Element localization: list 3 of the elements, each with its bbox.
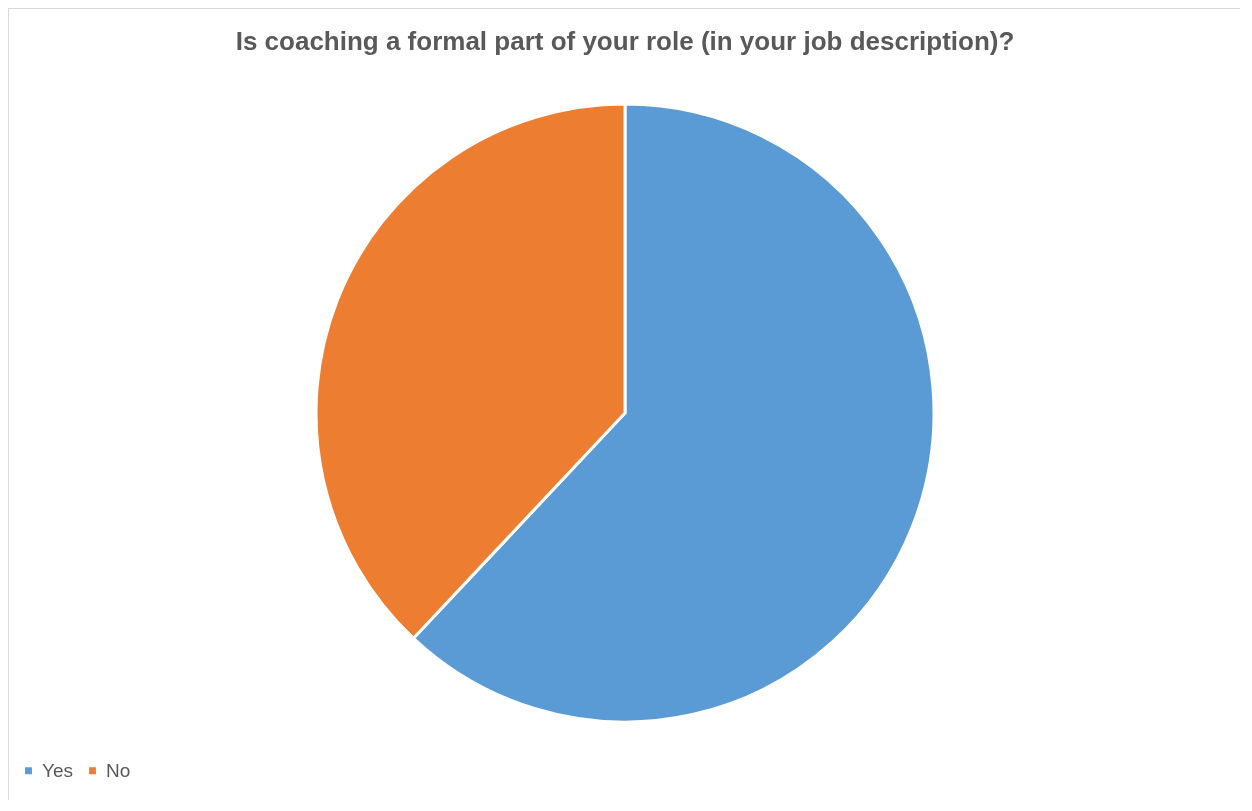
- legend-label: Yes: [42, 759, 73, 781]
- legend-label: No: [106, 759, 131, 781]
- chart-title: Is coaching a formal part of your role (in your job description)?: [235, 26, 1015, 56]
